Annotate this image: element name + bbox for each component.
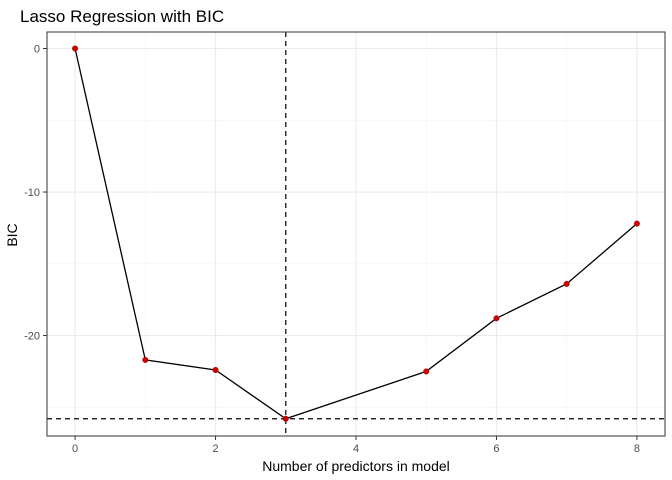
data-point <box>142 356 149 363</box>
data-point <box>423 368 430 375</box>
series-line <box>74 48 638 420</box>
x-tick-label: 0 <box>72 443 78 455</box>
data-point <box>563 280 570 287</box>
major-gridlines <box>47 32 665 436</box>
panel-border <box>46 31 666 437</box>
x-tick-label: 4 <box>353 443 359 455</box>
series-layer <box>72 45 640 422</box>
chart-title: Lasso Regression with BIC <box>20 7 224 26</box>
data-point <box>633 220 640 227</box>
y-axis-title: BIC <box>4 223 20 246</box>
x-axis-title: Number of predictors in model <box>262 458 450 474</box>
y-tick-label: -20 <box>24 331 40 343</box>
data-point <box>72 45 79 52</box>
x-tick-label: 8 <box>634 443 640 455</box>
y-tick-label: -10 <box>24 187 40 199</box>
data-point <box>212 366 219 373</box>
x-tick-label: 6 <box>493 443 499 455</box>
data-point <box>282 415 289 422</box>
y-tick-label: 0 <box>34 44 40 56</box>
x-tick-label: 2 <box>212 443 218 455</box>
axis-ticks: 0 -10 -20 0 2 4 6 8 <box>24 44 640 455</box>
reference-lines <box>47 32 665 436</box>
data-point <box>493 315 500 322</box>
